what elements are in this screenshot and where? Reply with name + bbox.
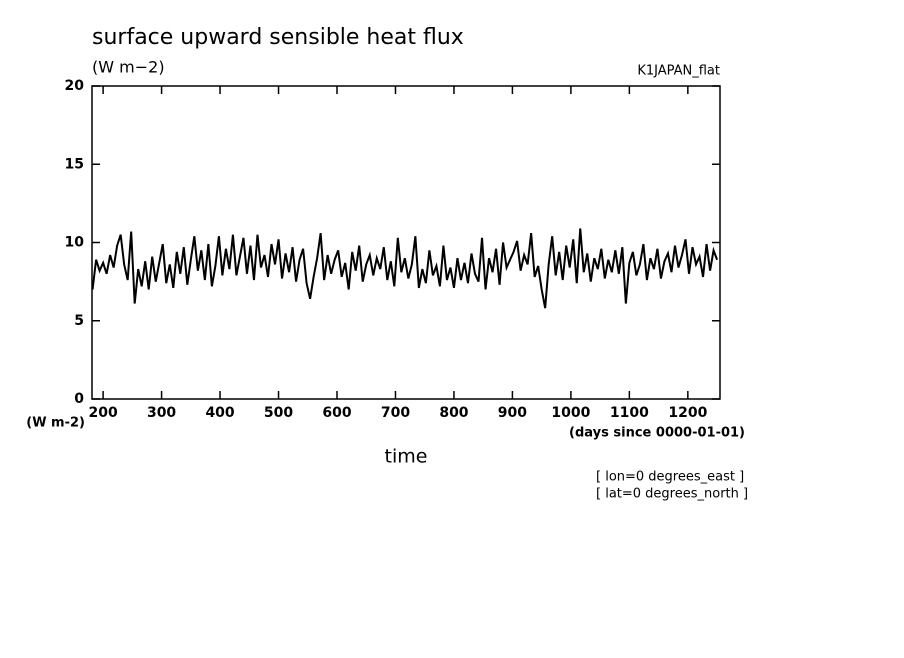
annotation: [ lat=0 degrees_north ] — [596, 487, 748, 502]
y-units: (W m-2) — [26, 416, 85, 431]
y-tick-label: 5 — [74, 313, 84, 329]
y-tick-label: 15 — [65, 156, 84, 172]
plot-frame — [91, 85, 721, 400]
annotation: [ lon=0 degrees_east ] — [596, 470, 744, 485]
chart-subtitle: (W m−2) — [92, 58, 165, 77]
x-tick-label: 1200 — [668, 405, 707, 421]
x-tick-label: 700 — [381, 405, 410, 421]
chart-title: surface upward sensible heat flux — [92, 25, 464, 50]
x-tick-label: 1000 — [551, 405, 590, 421]
x-tick-label: 500 — [264, 405, 293, 421]
x-tick-label: 300 — [147, 405, 176, 421]
x-tick-label: 200 — [88, 405, 117, 421]
y-tick-label: 0 — [74, 391, 84, 407]
y-tick-label: 20 — [65, 78, 85, 94]
x-tick-label: 600 — [322, 405, 351, 421]
x-tick-label: 800 — [439, 405, 468, 421]
y-tick-label: 10 — [65, 235, 85, 251]
x-axis-label: time — [385, 446, 428, 468]
dataset-label: K1JAPAN_flat — [637, 64, 720, 79]
x-units: (days since 0000-01-01) — [569, 426, 745, 441]
x-tick-label: 900 — [498, 405, 527, 421]
x-tick-label: 400 — [205, 405, 234, 421]
x-tick-label: 1100 — [610, 405, 649, 421]
data-line — [91, 228, 719, 309]
